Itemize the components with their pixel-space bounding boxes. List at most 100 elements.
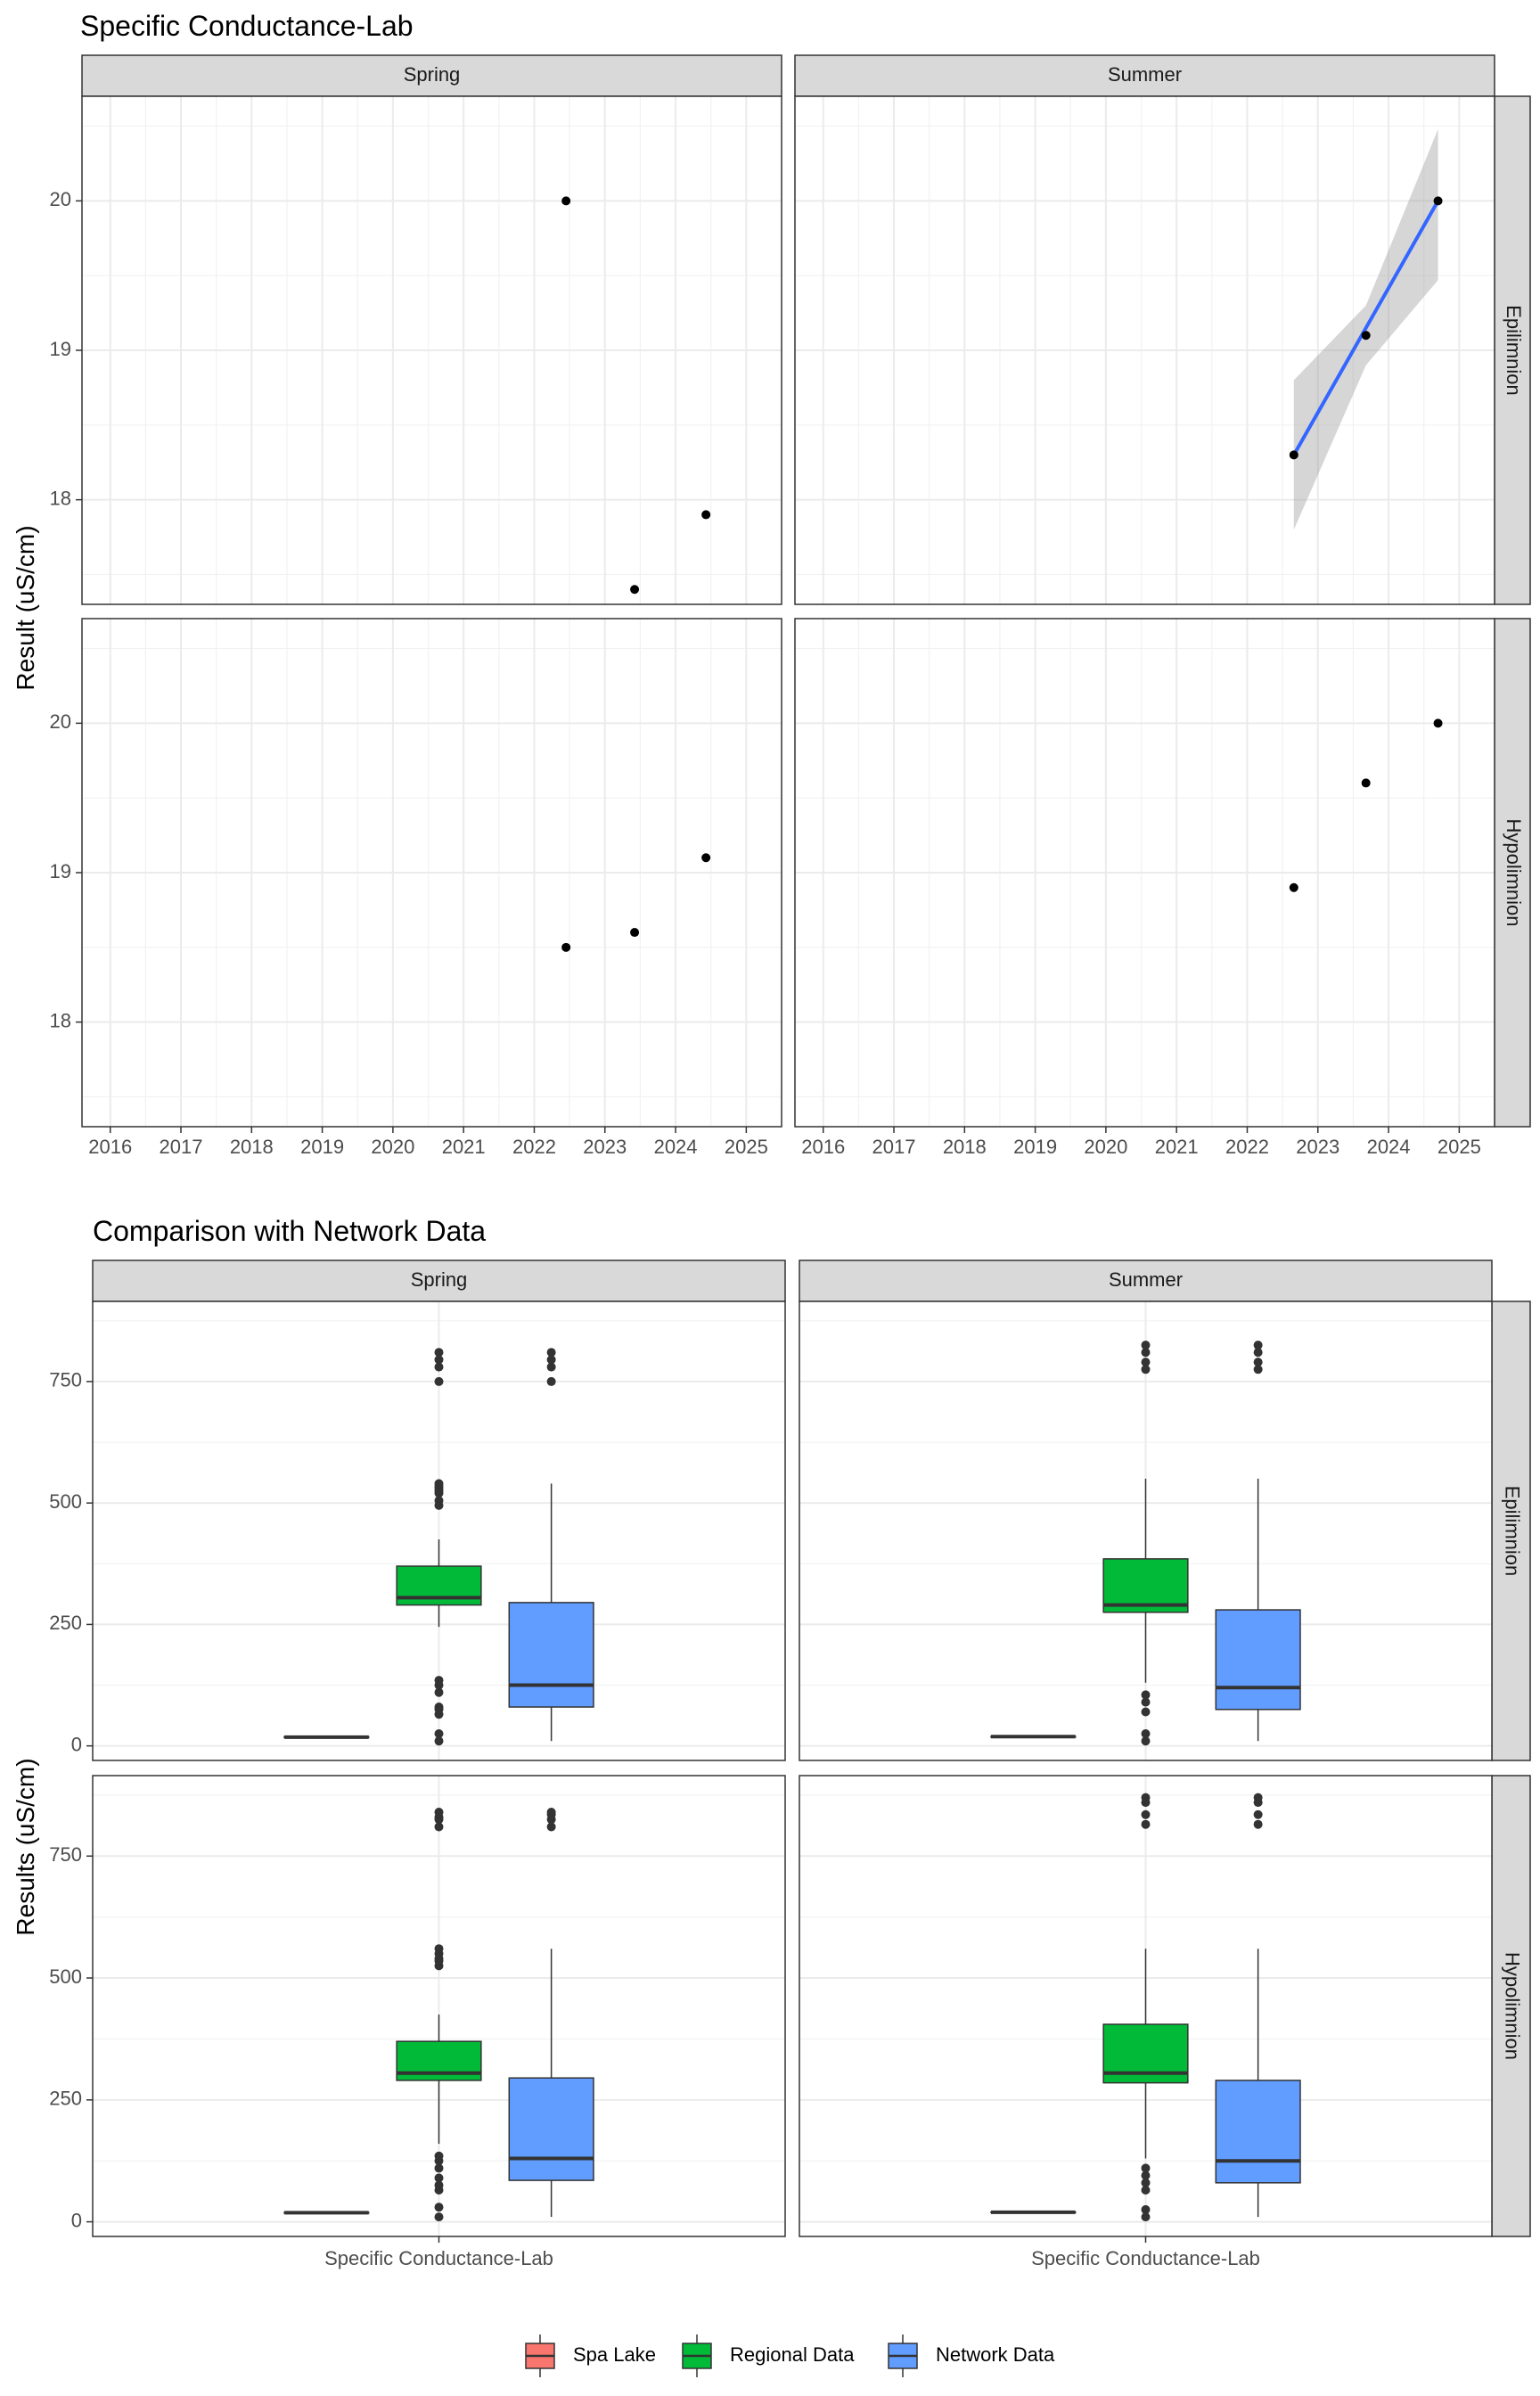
outlier-point [434, 1496, 444, 1506]
outlier-point [1141, 2186, 1151, 2195]
facet-strip-row-hypolimnion-bg [1494, 618, 1531, 1128]
x-tick-label: 2024 [654, 1136, 698, 1158]
outlier-point [434, 2163, 444, 2173]
box-regional-data [396, 1808, 482, 2222]
legend-item-regional-data: Regional Data [682, 2334, 855, 2377]
box-spa-lake [283, 1735, 370, 1739]
panel-spring-epilimnion [81, 95, 782, 605]
outlier-point [1141, 2204, 1151, 2214]
data-point [701, 853, 711, 863]
outlier-point [1141, 1819, 1151, 1829]
facet-strip-col-spring-bg [92, 1260, 786, 1302]
legend: Spa Lake Regional Data Network Data [525, 2334, 1055, 2377]
y-axis-label-comparison: Results (uS/cm) [12, 1758, 39, 1935]
outlier-point [1253, 1348, 1263, 1358]
box-spa-lake [990, 1735, 1077, 1739]
y-tick-label: 18 [50, 1009, 71, 1031]
outlier-point [1253, 1358, 1263, 1367]
panel-summer-hypolimnion [794, 618, 1495, 1128]
panel-summer-epilimnion [799, 1301, 1493, 1761]
trend-chart: Spring SummerEpilimnionHypolimnion1819201… [50, 54, 1531, 1158]
outlier-point [434, 1944, 444, 1954]
outlier-point [434, 2151, 444, 2161]
box-network-data [1215, 1793, 1301, 2218]
facet-strip-row-epilimnion: Epilimnion [1502, 1486, 1524, 1577]
panel-spring-epilimnion [92, 1301, 786, 1761]
box-body [508, 1602, 594, 1708]
x-tick-label: 2021 [442, 1136, 486, 1158]
data-point [630, 928, 640, 938]
y-tick-label: 500 [49, 1490, 82, 1513]
outlier-point [434, 1729, 444, 1739]
outlier-point [434, 1687, 444, 1697]
outlier-point [434, 1703, 444, 1712]
outlier-point [1253, 1341, 1263, 1350]
box-body [508, 2077, 594, 2181]
legend-label: Regional Data [730, 2343, 855, 2366]
outlier-point [546, 1808, 556, 1818]
outlier-point [1141, 2212, 1151, 2222]
outlier-point [1141, 1690, 1151, 1700]
facet-strip-row-epilimnion-bg [1494, 95, 1531, 605]
facet-strip-col-summer: Summer [1108, 63, 1182, 86]
outlier-point [1141, 1341, 1151, 1350]
data-point [1433, 718, 1443, 728]
chart-title-comparison: Comparison with Network Data [93, 1215, 486, 1247]
x-tick-label: 2017 [872, 1136, 916, 1158]
box-regional-data [1102, 1793, 1189, 2222]
x-tick-label: 2022 [1225, 1136, 1269, 1158]
chart-title-trend: Specific Conductance-Lab [80, 10, 414, 42]
x-tick-label: 2018 [230, 1136, 274, 1158]
outlier-point [434, 1479, 444, 1489]
box-network-data [1215, 1341, 1301, 1742]
x-tick-label: 2022 [512, 1136, 556, 1158]
facet-strip-row-hypolimnion-bg [1491, 1775, 1531, 2237]
x-tick-label: 2020 [1084, 1136, 1127, 1158]
data-point [701, 510, 711, 520]
facet-strip-row-epilimnion-bg [1491, 1301, 1531, 1761]
data-point [1433, 196, 1443, 206]
outlier-point [1141, 1736, 1151, 1746]
outlier-point [546, 1362, 556, 1372]
x-tick-label: 2016 [801, 1136, 845, 1158]
data-point [1361, 778, 1371, 788]
outlier-point [1141, 1729, 1151, 1739]
outlier-point [1253, 1809, 1263, 1819]
outlier-point [1141, 1365, 1151, 1374]
data-point [561, 942, 571, 952]
comparison-chart: Spring Summer Epilimnion Hypolimnion 0 250 500… [49, 1260, 1531, 2269]
outlier-point [546, 1376, 556, 1386]
outlier-point [434, 2180, 444, 2190]
y-tick-label: 0 [71, 2209, 82, 2231]
legend-label: Spa Lake [573, 2343, 656, 2366]
facet-strip-row-epilimnion: Epilimnion [1503, 305, 1525, 396]
x-tick-label: 2021 [1155, 1136, 1199, 1158]
x-tick-label: 2019 [1013, 1136, 1057, 1158]
outlier-point [1253, 1793, 1263, 1802]
facet-strip-col-summer-bg [799, 1260, 1493, 1302]
box-spa-lake [283, 2211, 370, 2215]
outlier-point [1141, 1707, 1151, 1717]
y-tick-label: 250 [49, 1612, 82, 1634]
legend-item-network-data: Network Data [888, 2334, 1055, 2377]
panel-spring-hypolimnion [92, 1775, 786, 2237]
panel-border [794, 95, 1495, 605]
facet-strip-row-hypolimnion: Hypolimnion [1502, 1952, 1524, 2060]
outlier-point [546, 1348, 556, 1358]
outlier-point [1141, 1793, 1151, 1802]
outlier-point [1141, 2178, 1151, 2187]
outlier-point [546, 1355, 556, 1365]
panel-border [794, 618, 1495, 1128]
y-tick-label: 18 [50, 487, 71, 509]
outlier-point [1141, 1697, 1151, 1707]
x-tick-label: 2023 [1296, 1136, 1339, 1158]
x-tick-label: 2019 [300, 1136, 344, 1158]
data-point [1361, 331, 1371, 341]
box-body [1215, 1609, 1301, 1711]
legend-label: Network Data [936, 2343, 1055, 2366]
outlier-point [1253, 1819, 1263, 1829]
x-tick-label: 2017 [160, 1136, 203, 1158]
facet-strip-col-summer-bg [794, 54, 1495, 97]
box-regional-data [396, 1348, 482, 1746]
